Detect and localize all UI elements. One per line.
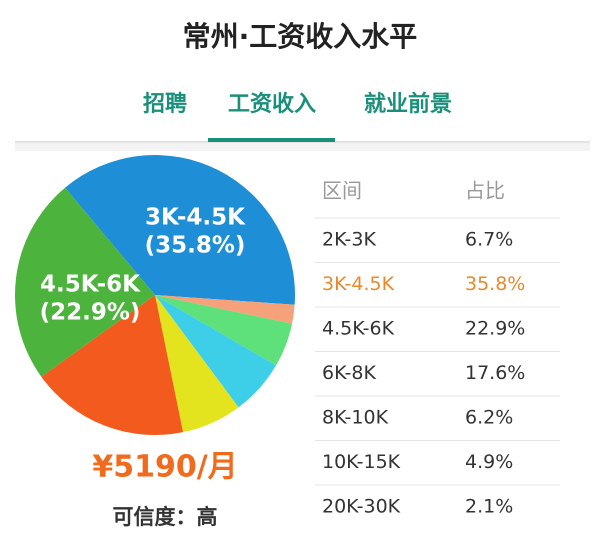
page-title: 常州·工资收入水平 xyxy=(183,20,418,53)
slice-label: 3K-4.5K xyxy=(145,205,246,231)
share-cell: 2.1% xyxy=(465,496,513,518)
share-cell: 35.8% xyxy=(465,273,525,295)
share-cell: 6.2% xyxy=(465,407,513,429)
pie-slice xyxy=(155,295,295,324)
share-cell: 17.6% xyxy=(465,362,525,384)
column-header: 占比 xyxy=(465,179,505,203)
share-cell: 6.7% xyxy=(465,229,513,251)
tab-underline xyxy=(208,138,335,142)
pie-slice xyxy=(155,295,277,408)
pie-slice xyxy=(155,295,239,433)
tab[interactable]: 就业前景 xyxy=(364,91,452,117)
range-cell: 4.5K-6K xyxy=(322,318,395,340)
pie-slice xyxy=(15,187,156,377)
range-cell: 8K-10K xyxy=(322,407,389,429)
range-cell: 3K-4.5K xyxy=(322,273,395,295)
confidence: 可信度：高 xyxy=(113,505,218,529)
range-cell: 20K-30K xyxy=(322,496,401,518)
range-cell: 2K-3K xyxy=(322,229,376,251)
pie-chart xyxy=(15,154,296,435)
slice-label: 4.5K-6K xyxy=(40,272,141,298)
section-gap xyxy=(15,143,590,151)
tab[interactable]: 招聘 xyxy=(143,92,187,117)
slice-value-label: (22.9%) xyxy=(40,300,141,326)
slice-value-label: (35.8%) xyxy=(145,233,246,259)
pie-slice xyxy=(65,154,296,305)
column-header: 区间 xyxy=(322,179,362,203)
share-cell: 22.9% xyxy=(465,318,525,340)
table: 2K-3K 6.7% 3K-4.5K 35.8% 4.5K-6K 22.9% 6K-8K 17… xyxy=(315,217,560,518)
range-cell: 10K-15K xyxy=(322,451,401,473)
pie-slice xyxy=(41,295,184,435)
salary: ¥5190/月 xyxy=(92,450,237,485)
tab-active[interactable]: 工资收入 xyxy=(228,91,316,117)
share-cell: 4.9% xyxy=(465,451,513,473)
pie-slice xyxy=(155,295,293,366)
range-cell: 6K-8K xyxy=(322,362,376,384)
